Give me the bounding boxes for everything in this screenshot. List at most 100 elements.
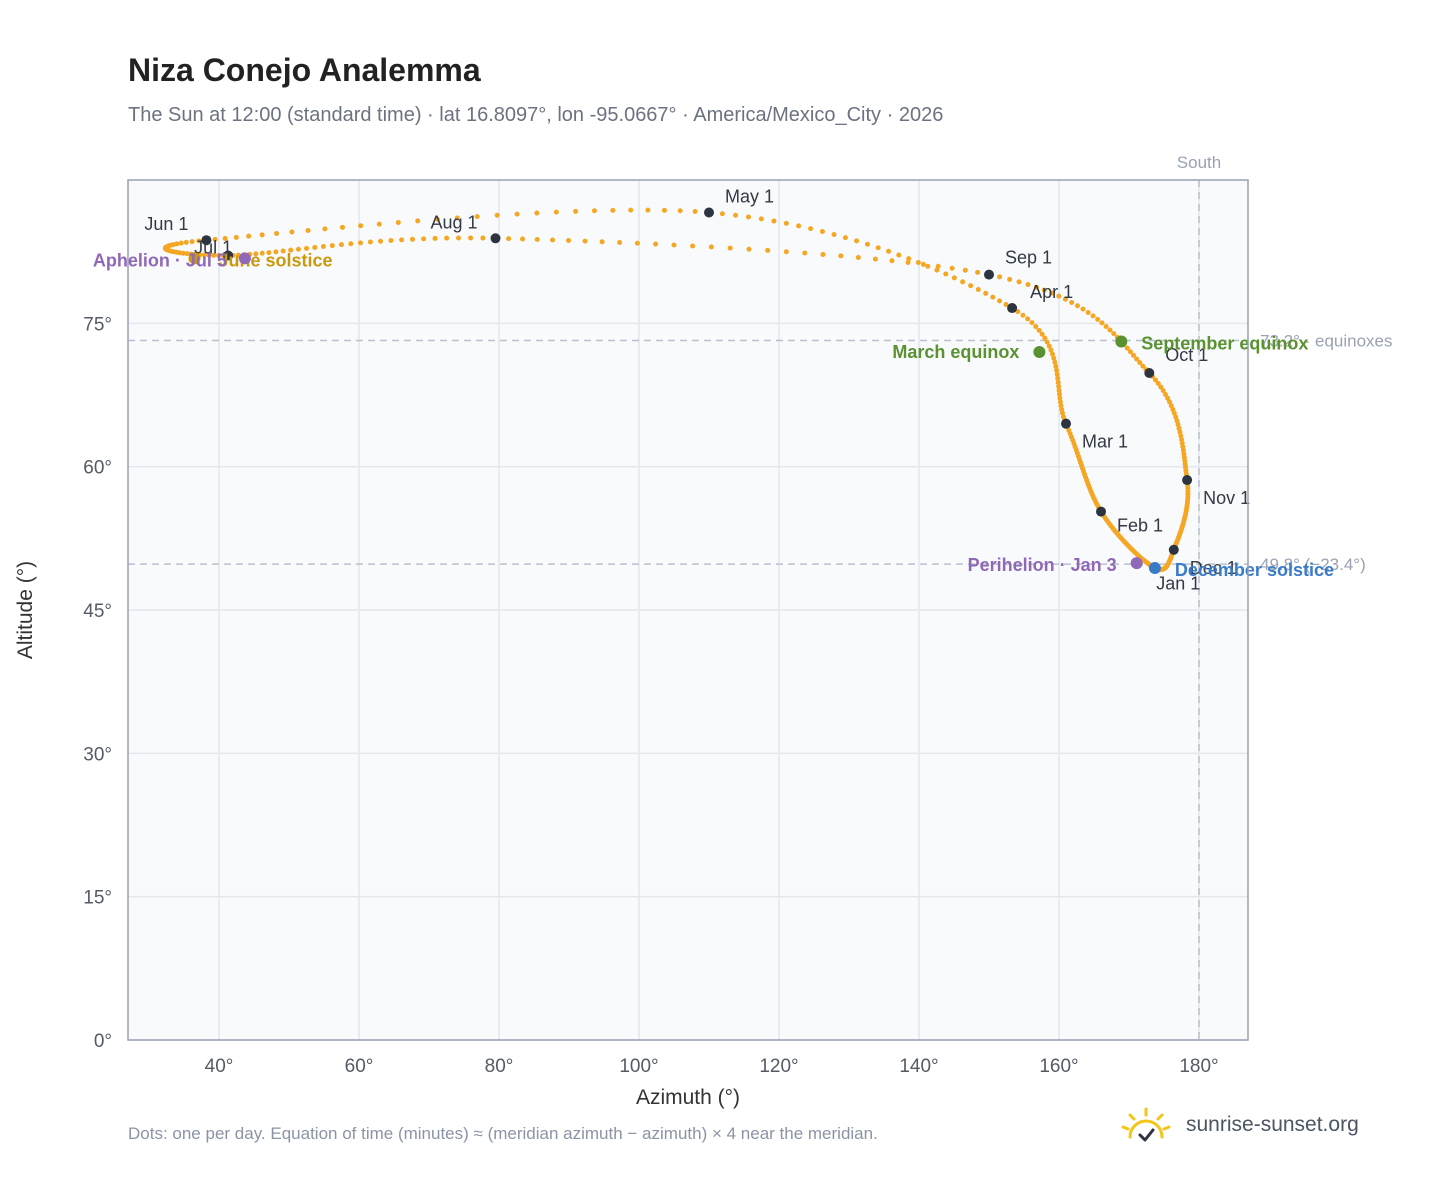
day-dot [1029,320,1035,326]
day-dot [854,238,860,244]
day-dot [951,275,957,281]
day-dot [617,240,623,246]
y-axis-ticks: 0° 15° 30° 45° 60° 75° [83,314,112,1052]
day-dot [1048,347,1054,353]
sun-logo-icon [1121,1107,1171,1142]
day-dot [339,224,345,230]
y-tick-label: 75° [83,314,112,335]
day-dot [765,247,771,253]
day-dot [215,252,221,258]
day-dot [975,287,981,293]
day-dot [1025,316,1031,322]
day-dot [1054,367,1060,373]
month-label: Jun 1 [144,214,188,234]
x-tick-label: 180° [1179,1056,1218,1077]
month-marker [1168,544,1179,555]
day-dot [920,261,926,267]
day-dot [1062,296,1068,302]
day-dot [634,240,640,246]
day-dot [178,240,184,246]
day-dot [348,241,354,247]
month-label: Feb 1 [1117,516,1163,536]
day-dot [289,229,295,235]
day-dot [1050,351,1056,357]
day-dot [1095,316,1101,322]
day-dot [358,223,364,229]
month-marker [201,235,212,246]
day-dot [480,235,486,241]
day-dot [1055,375,1061,381]
event-marker [188,252,201,265]
day-dot [968,283,974,289]
day-dot [855,254,861,260]
month-marker [223,250,234,261]
month-marker [1096,506,1106,517]
day-dot [886,248,892,254]
day-dot [960,279,966,285]
day-dot [312,244,318,250]
footnote: Dots: one per day. Equation of time (min… [128,1124,878,1143]
day-dot [1033,323,1039,329]
day-dot [1140,363,1146,369]
day-dot [727,245,733,251]
day-dot [506,236,512,242]
day-dot [758,216,764,222]
x-tick-label: 120° [759,1056,798,1077]
day-dot [196,238,202,244]
day-dot [889,258,895,264]
day-dot [514,211,520,217]
day-dot [925,263,931,269]
day-dot [1015,309,1021,315]
day-dot [949,265,955,271]
day-dot [1052,359,1058,365]
day-dot [997,274,1003,280]
day-dot [1158,384,1164,390]
day-dot [1175,422,1181,428]
day-dot [338,242,344,248]
day-dot [733,212,739,218]
day-dot [962,267,968,273]
day-dot [184,251,190,257]
day-dot [1134,356,1140,362]
day-dot [1036,327,1042,333]
day-dot [1107,327,1113,333]
day-dot [582,238,588,244]
day-dot [455,235,461,241]
day-dot [690,243,696,249]
event-label: Perihelion · Jan 3 [968,555,1117,575]
day-dot [1049,290,1055,296]
day-dot [1042,335,1048,341]
day-dot [708,244,714,250]
day-dot [1020,312,1026,318]
month-marker [984,269,994,280]
day-dot [677,208,683,214]
y-tick-label: 0° [94,1031,112,1052]
day-dot [1059,406,1065,412]
day-dot [1085,309,1091,315]
day-dot [935,263,941,269]
day-dot [692,208,698,214]
month-label: Mar 1 [1082,432,1128,452]
event-label: September equinox [1141,333,1308,353]
day-dot [520,236,526,242]
day-dot [1046,343,1052,349]
month-marker [1182,475,1193,486]
day-dot [1041,287,1047,293]
day-dot [1155,381,1161,387]
y-axis-label: Altitude (°) [14,561,37,659]
day-dot [1080,306,1086,312]
day-dot [295,246,301,252]
day-dot [474,214,480,220]
day-dot [661,207,667,213]
day-dot [1054,371,1060,377]
day-dot [864,241,870,247]
day-dot [1007,276,1013,282]
brand-link[interactable]: sunrise-sunset.org [1120,1100,1359,1150]
x-tick-label: 140° [899,1056,938,1077]
month-markers: Jan 1 Feb 1 Mar 1 Apr 1 May 1 Jun 1 Jul 1 Aug 1… [144,186,1250,593]
day-dot [534,236,540,242]
day-dot [591,208,597,214]
day-dot [875,245,881,251]
day-dot [1111,331,1117,337]
day-dot [1056,383,1062,389]
